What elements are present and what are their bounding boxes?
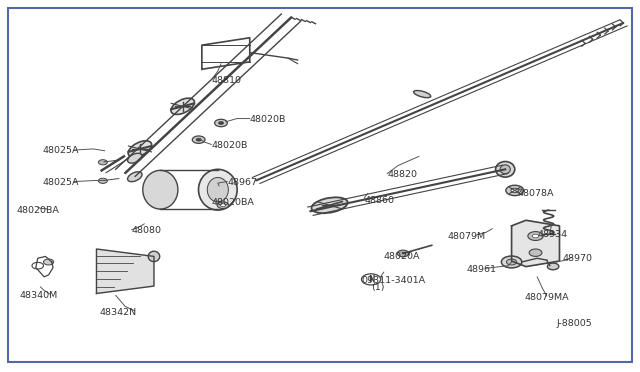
Text: 48967: 48967	[227, 178, 257, 187]
Ellipse shape	[127, 172, 142, 182]
Ellipse shape	[501, 256, 522, 268]
Circle shape	[529, 249, 542, 256]
Text: N: N	[368, 275, 374, 284]
Text: 48970: 48970	[563, 254, 593, 263]
Text: 48080: 48080	[132, 226, 162, 235]
Ellipse shape	[128, 141, 152, 157]
Ellipse shape	[143, 170, 178, 209]
Circle shape	[528, 232, 543, 240]
Text: 48020B: 48020B	[211, 141, 248, 150]
Ellipse shape	[495, 161, 515, 177]
Text: 48860: 48860	[365, 196, 395, 205]
Polygon shape	[511, 220, 559, 267]
Ellipse shape	[148, 251, 160, 262]
Ellipse shape	[547, 263, 559, 270]
Ellipse shape	[500, 165, 510, 174]
Text: 48810: 48810	[211, 76, 241, 85]
Circle shape	[220, 204, 225, 207]
Text: 48342N: 48342N	[100, 308, 137, 317]
Polygon shape	[97, 249, 154, 294]
Ellipse shape	[312, 198, 348, 213]
Circle shape	[506, 185, 524, 196]
Circle shape	[532, 234, 539, 238]
Text: 48079MA: 48079MA	[524, 293, 569, 302]
Circle shape	[397, 250, 409, 257]
Circle shape	[214, 119, 227, 127]
Text: 48820: 48820	[387, 170, 417, 179]
Ellipse shape	[207, 177, 228, 202]
Text: 48020A: 48020A	[384, 252, 420, 261]
Text: 48078A: 48078A	[518, 189, 554, 198]
Circle shape	[44, 259, 54, 265]
Circle shape	[99, 178, 108, 183]
Ellipse shape	[413, 90, 431, 98]
Text: 48934: 48934	[537, 230, 567, 239]
Text: 48961: 48961	[467, 265, 497, 274]
Circle shape	[192, 136, 205, 143]
Text: 48020BA: 48020BA	[17, 206, 60, 215]
Ellipse shape	[506, 259, 516, 265]
Ellipse shape	[127, 153, 142, 163]
Ellipse shape	[171, 98, 195, 115]
Circle shape	[217, 202, 228, 209]
Text: 48079M: 48079M	[448, 231, 486, 241]
Circle shape	[218, 122, 223, 125]
Ellipse shape	[198, 169, 237, 210]
Text: 48025A: 48025A	[42, 178, 79, 187]
Text: 09311-3401A: 09311-3401A	[362, 276, 426, 285]
Circle shape	[511, 188, 518, 193]
Text: (1): (1)	[371, 283, 385, 292]
Text: 48020B: 48020B	[250, 115, 286, 124]
Circle shape	[99, 160, 108, 165]
Circle shape	[196, 138, 201, 141]
Text: 48020BA: 48020BA	[211, 198, 254, 207]
Text: 48340M: 48340M	[20, 291, 58, 300]
Text: 48025A: 48025A	[42, 146, 79, 155]
Text: J-88005: J-88005	[556, 319, 592, 328]
